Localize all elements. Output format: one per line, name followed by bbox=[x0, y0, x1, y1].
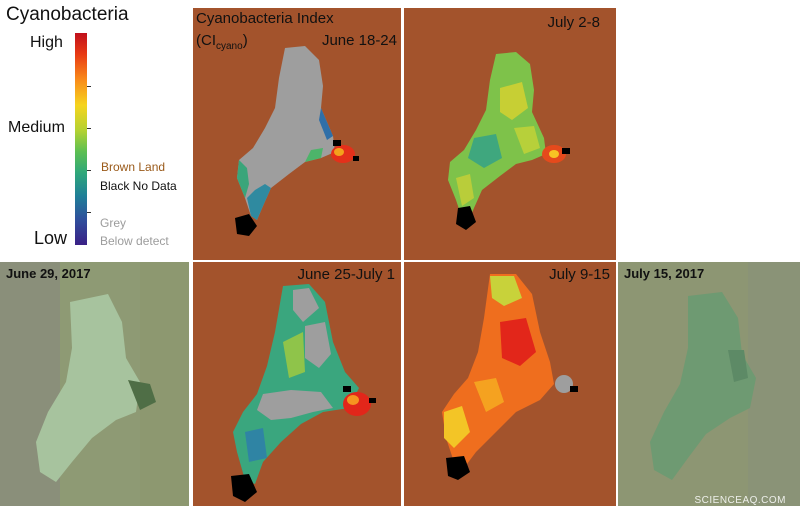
lake-map-july-9-15 bbox=[442, 274, 578, 480]
map-panel-june-18-24: Cyanobacteria Index (CIcyano) June 18-24 bbox=[193, 8, 401, 260]
color-scale-bar bbox=[75, 33, 87, 245]
key-below-detect: Below detect bbox=[100, 234, 169, 248]
legend-title: Cyanobacteria bbox=[6, 4, 129, 25]
color-scale-tick bbox=[87, 212, 91, 213]
satellite-image-june-29 bbox=[0, 262, 189, 506]
photo-date-label: July 15, 2017 bbox=[624, 266, 705, 281]
legend-high-label: High bbox=[30, 34, 63, 51]
color-scale-tick bbox=[87, 128, 91, 129]
lake-map-june-18-24 bbox=[235, 46, 359, 236]
panel-date-label: June 18-24 bbox=[321, 32, 397, 49]
photo-date-label: June 29, 2017 bbox=[6, 266, 91, 281]
map-panel-july-2-8: July 2-8 bbox=[404, 8, 616, 260]
key-land: Brown Land bbox=[101, 160, 166, 174]
satellite-photo-june-29: June 29, 2017 bbox=[0, 262, 189, 506]
legend-medium-label: Medium bbox=[8, 119, 65, 136]
map-panel-june-25-july-1: June 25-July 1 bbox=[193, 262, 401, 506]
key-no-data: Black No Data bbox=[100, 179, 177, 193]
index-title: Cyanobacteria Index bbox=[196, 10, 334, 27]
color-scale-tick bbox=[87, 86, 91, 87]
panel-date-label: July 2-8 bbox=[547, 14, 600, 31]
satellite-image-july-15 bbox=[618, 262, 800, 506]
map-panel-july-9-15: July 9-15 bbox=[404, 262, 616, 506]
lake-map-july-2-8 bbox=[448, 52, 570, 230]
legend-low-label: Low bbox=[34, 228, 68, 248]
color-scale-tick bbox=[87, 170, 91, 171]
index-abbrev: (CIcyano) bbox=[196, 32, 248, 52]
key-grey: Grey bbox=[100, 216, 127, 230]
lake-map-june-25-july-1 bbox=[231, 284, 376, 502]
satellite-photo-july-15: July 15, 2017 bbox=[618, 262, 800, 506]
panel-date-label: July 9-15 bbox=[549, 266, 610, 283]
watermark: SCIENCEAQ.COM bbox=[694, 495, 786, 506]
panel-date-label: June 25-July 1 bbox=[297, 266, 395, 283]
